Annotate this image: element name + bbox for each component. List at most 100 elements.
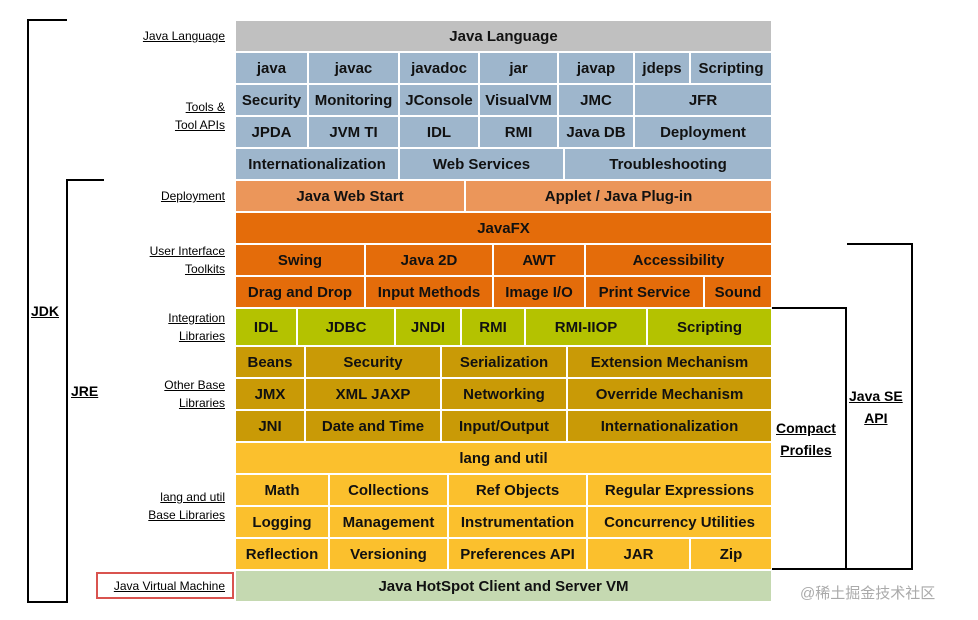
cell-lang_util-15-0: Logging: [236, 507, 330, 539]
cell-other_base-10-2: Serialization: [442, 347, 568, 379]
cell-tools-3-2: IDL: [400, 117, 480, 149]
cell-tools-3-3: RMI: [480, 117, 559, 149]
cell-other_base-11-3: Override Mechanism: [568, 379, 773, 411]
jdk-label: JDK: [31, 303, 60, 319]
cell-lang_util-15-2: Instrumentation: [449, 507, 588, 539]
cell-lang_util-14-3: Regular Expressions: [588, 475, 773, 507]
jre-bracket-line: [66, 179, 68, 603]
jdk-bracket-bottom: [27, 601, 67, 603]
cell-tools-2-1: Monitoring: [309, 85, 400, 117]
cell-deployment-5-0: Java Web Start: [236, 181, 466, 213]
compact-bracket-top: [772, 307, 846, 309]
javase-bracket-bottom: [847, 568, 913, 570]
label-lang-util-line1: lang and util: [160, 490, 225, 504]
cell-other_base-11-2: Networking: [442, 379, 568, 411]
jre-label: JRE: [71, 383, 99, 399]
compact-profiles-label: Compact Profiles: [776, 417, 836, 461]
cell-integration-9-0: IDL: [236, 309, 298, 347]
javase-api-label: Java SE API: [849, 385, 903, 429]
cell-other_base-10-1: Security: [306, 347, 442, 379]
compact-label-line1: Compact: [776, 420, 836, 436]
cell-integration-9-4: RMI-IIOP: [526, 309, 648, 347]
cell-tools-3-0: JPDA: [236, 117, 309, 149]
cell-ui-8-3: Print Service: [586, 277, 705, 309]
cell-lang_util-14-2: Ref Objects: [449, 475, 588, 507]
cell-integration-9-5: Scripting: [648, 309, 773, 347]
cell-lang_util-16-2: Preferences API: [449, 539, 588, 571]
compact-bracket-line: [845, 307, 847, 570]
cell-lang_util-15-1: Management: [330, 507, 449, 539]
jvm-highlight-box: [96, 572, 234, 599]
cell-lang_util-16-3: JAR: [588, 539, 691, 571]
javase-bracket-line: [911, 243, 913, 570]
cell-deployment-5-1: Applet / Java Plug-in: [466, 181, 773, 213]
cell-ui-7-3: Accessibility: [586, 245, 773, 277]
label-integration-line2: Libraries: [178, 329, 225, 343]
cell-tools-1-5: jdeps: [635, 53, 691, 85]
label-other-base-line1: Other Base: [164, 378, 225, 392]
cell-tools-2-0: Security: [236, 85, 309, 117]
jdk-bracket-line: [27, 19, 29, 603]
label-deployment: Deployment: [160, 189, 225, 203]
cell-ui-7-1: Java 2D: [366, 245, 494, 277]
cell-tools-2-2: JConsole: [400, 85, 480, 117]
cell-ui-8-0: Drag and Drop: [236, 277, 366, 309]
cell-ui-8-1: Input Methods: [366, 277, 494, 309]
cell-jvm-17-0: Java HotSpot Client and Server VM: [236, 571, 773, 603]
cell-other_base-11-1: XML JAXP: [306, 379, 442, 411]
cell-other_base-12-3: Internationalization: [568, 411, 773, 443]
label-tools-line1: Tools &: [185, 100, 225, 114]
cell-ui-7-2: AWT: [494, 245, 586, 277]
jdk-bracket-top: [27, 19, 67, 21]
cell-integration-9-1: JDBC: [298, 309, 396, 347]
cell-other_base-10-3: Extension Mechanism: [568, 347, 773, 379]
cell-tools-1-1: javac: [309, 53, 400, 85]
cell-ui-7-0: Swing: [236, 245, 366, 277]
cell-integration-9-3: RMI: [462, 309, 526, 347]
cell-ui-8-2: Image I/O: [494, 277, 586, 309]
cell-tools-2-4: JMC: [559, 85, 635, 117]
label-tools-line2: Tool APIs: [174, 118, 225, 132]
cell-ui-8-4: Sound: [705, 277, 773, 309]
cell-tools-4-1: Web Services: [400, 149, 565, 181]
compact-bracket-bottom: [772, 568, 846, 570]
cell-tools-3-4: Java DB: [559, 117, 635, 149]
cell-lang_util-13-0: lang and util: [236, 443, 773, 475]
cell-lang_util-16-0: Reflection: [236, 539, 330, 571]
cell-tools-1-2: javadoc: [400, 53, 480, 85]
cell-tools-1-6: Scripting: [691, 53, 773, 85]
cell-tools-4-2: Troubleshooting: [565, 149, 773, 181]
cell-lang_util-15-3: Concurrency Utilities: [588, 507, 773, 539]
cell-tools-1-3: jar: [480, 53, 559, 85]
javase-bracket-top: [847, 243, 912, 245]
cell-lang_util-14-1: Collections: [330, 475, 449, 507]
cell-tools-4-0: Internationalization: [236, 149, 400, 181]
watermark-text: @稀土掘金技术社区: [800, 585, 936, 602]
cell-other_base-10-0: Beans: [236, 347, 306, 379]
cell-tools-1-0: java: [236, 53, 309, 85]
cell-other_base-12-0: JNI: [236, 411, 306, 443]
cell-tools-2-3: VisualVM: [480, 85, 559, 117]
cell-language-0-0: Java Language: [236, 21, 773, 53]
cell-integration-9-2: JNDI: [396, 309, 462, 347]
compact-label-line2: Profiles: [780, 442, 832, 458]
cell-other_base-11-0: JMX: [236, 379, 306, 411]
label-jvm: Java Virtual Machine: [113, 579, 225, 593]
label-ui-line1: User Interface: [149, 244, 225, 258]
label-lang-util-line2: Base Libraries: [148, 508, 225, 522]
cell-other_base-12-2: Input/Output: [442, 411, 568, 443]
label-other-base-line2: Libraries: [178, 396, 225, 410]
cell-other_base-12-1: Date and Time: [306, 411, 442, 443]
label-ui-line2: Toolkits: [184, 262, 225, 276]
cell-tools-2-5: JFR: [635, 85, 773, 117]
cell-lang_util-16-1: Versioning: [330, 539, 449, 571]
cell-lang_util-16-4: Zip: [691, 539, 773, 571]
label-integration-line1: Integration: [168, 311, 225, 325]
cell-tools-1-4: javap: [559, 53, 635, 85]
label-java-language: Java Language: [142, 29, 225, 43]
cell-ui-6-0: JavaFX: [236, 213, 773, 245]
javase-label-line1: Java SE: [849, 388, 903, 404]
cell-tools-3-1: JVM TI: [309, 117, 400, 149]
jre-bracket-top: [66, 179, 104, 181]
javase-label-line2: API: [864, 410, 888, 426]
